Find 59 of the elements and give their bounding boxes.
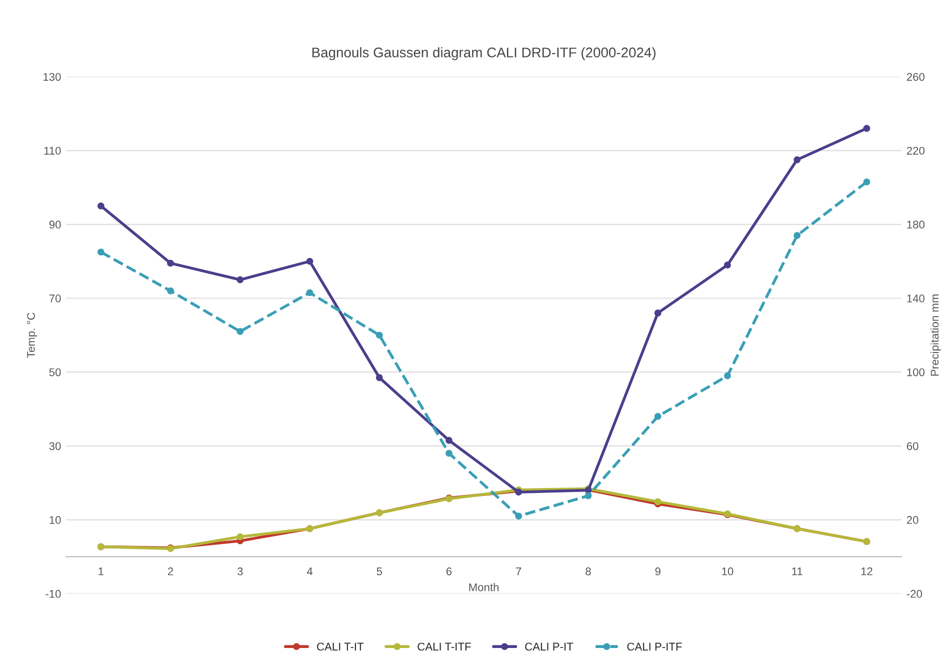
point (724, 372, 731, 380)
y-tick-label: 70 (49, 294, 61, 302)
y2-tick-label: -20 (906, 590, 922, 598)
point (167, 260, 174, 267)
point (654, 310, 662, 316)
y2-tick-label: 140 (907, 294, 924, 302)
point (863, 124, 870, 132)
point (446, 450, 452, 457)
y-tick-label: 130 (44, 72, 61, 81)
x-axis-title: Month (469, 583, 499, 592)
x-tick-label: 12 (861, 567, 872, 576)
y-axis-title: Temp. °C (27, 312, 38, 358)
x-tick-label: 7 (516, 568, 522, 576)
x-tick-label: 3 (237, 567, 243, 576)
point (236, 328, 244, 335)
y2-tick-label: 260 (906, 72, 924, 81)
y-tick-label: 50 (49, 368, 61, 376)
point (376, 374, 383, 382)
point (167, 287, 174, 294)
point (97, 202, 104, 210)
point (306, 289, 314, 296)
y-tick-label: 110 (44, 146, 61, 155)
point (236, 276, 244, 284)
x-tick-label: 8 (586, 567, 591, 576)
point (97, 248, 104, 256)
point (515, 512, 522, 520)
point (584, 492, 592, 500)
point (794, 232, 801, 239)
x-tick-label: 2 (168, 567, 174, 576)
y-tick-label: 30 (49, 442, 61, 450)
chart-title: Bagnouls Gaussen diagram CALI DRD-ITF (2000-2024) (312, 47, 656, 60)
y-tick-label: -10 (46, 590, 61, 598)
y2-tick-label: 60 (906, 442, 918, 450)
point (236, 533, 244, 540)
legend-label: CALI T-ITF (418, 642, 471, 651)
point (794, 156, 801, 164)
point (306, 258, 314, 265)
y2-tick-label: 180 (907, 220, 924, 229)
y-tick-label: 90 (49, 220, 61, 229)
legend-label: CALI P-IT (525, 642, 574, 651)
y2-tick-label: 20 (906, 516, 918, 524)
y2-tick-label: 100 (907, 368, 924, 376)
y2-axis-title: Precipitation mm (930, 294, 941, 376)
x-tick-label: 9 (655, 567, 660, 576)
x-tick-label: 6 (446, 567, 452, 576)
point (376, 332, 383, 339)
x-tick-label: 1 (98, 568, 104, 576)
point (863, 178, 870, 186)
x-tick-label: 5 (376, 568, 382, 576)
y2-tick-label: 220 (906, 146, 924, 155)
legend-label: CALI P-ITF (627, 642, 682, 651)
point (446, 436, 452, 444)
point (724, 262, 731, 268)
legend-label: CALI T-IT (317, 642, 364, 651)
x-tick-label: 11 (792, 568, 802, 576)
y-tick-label: 10 (50, 516, 61, 524)
point (654, 412, 662, 420)
x-tick-label: 10 (722, 567, 734, 576)
x-tick-label: 4 (306, 568, 313, 576)
